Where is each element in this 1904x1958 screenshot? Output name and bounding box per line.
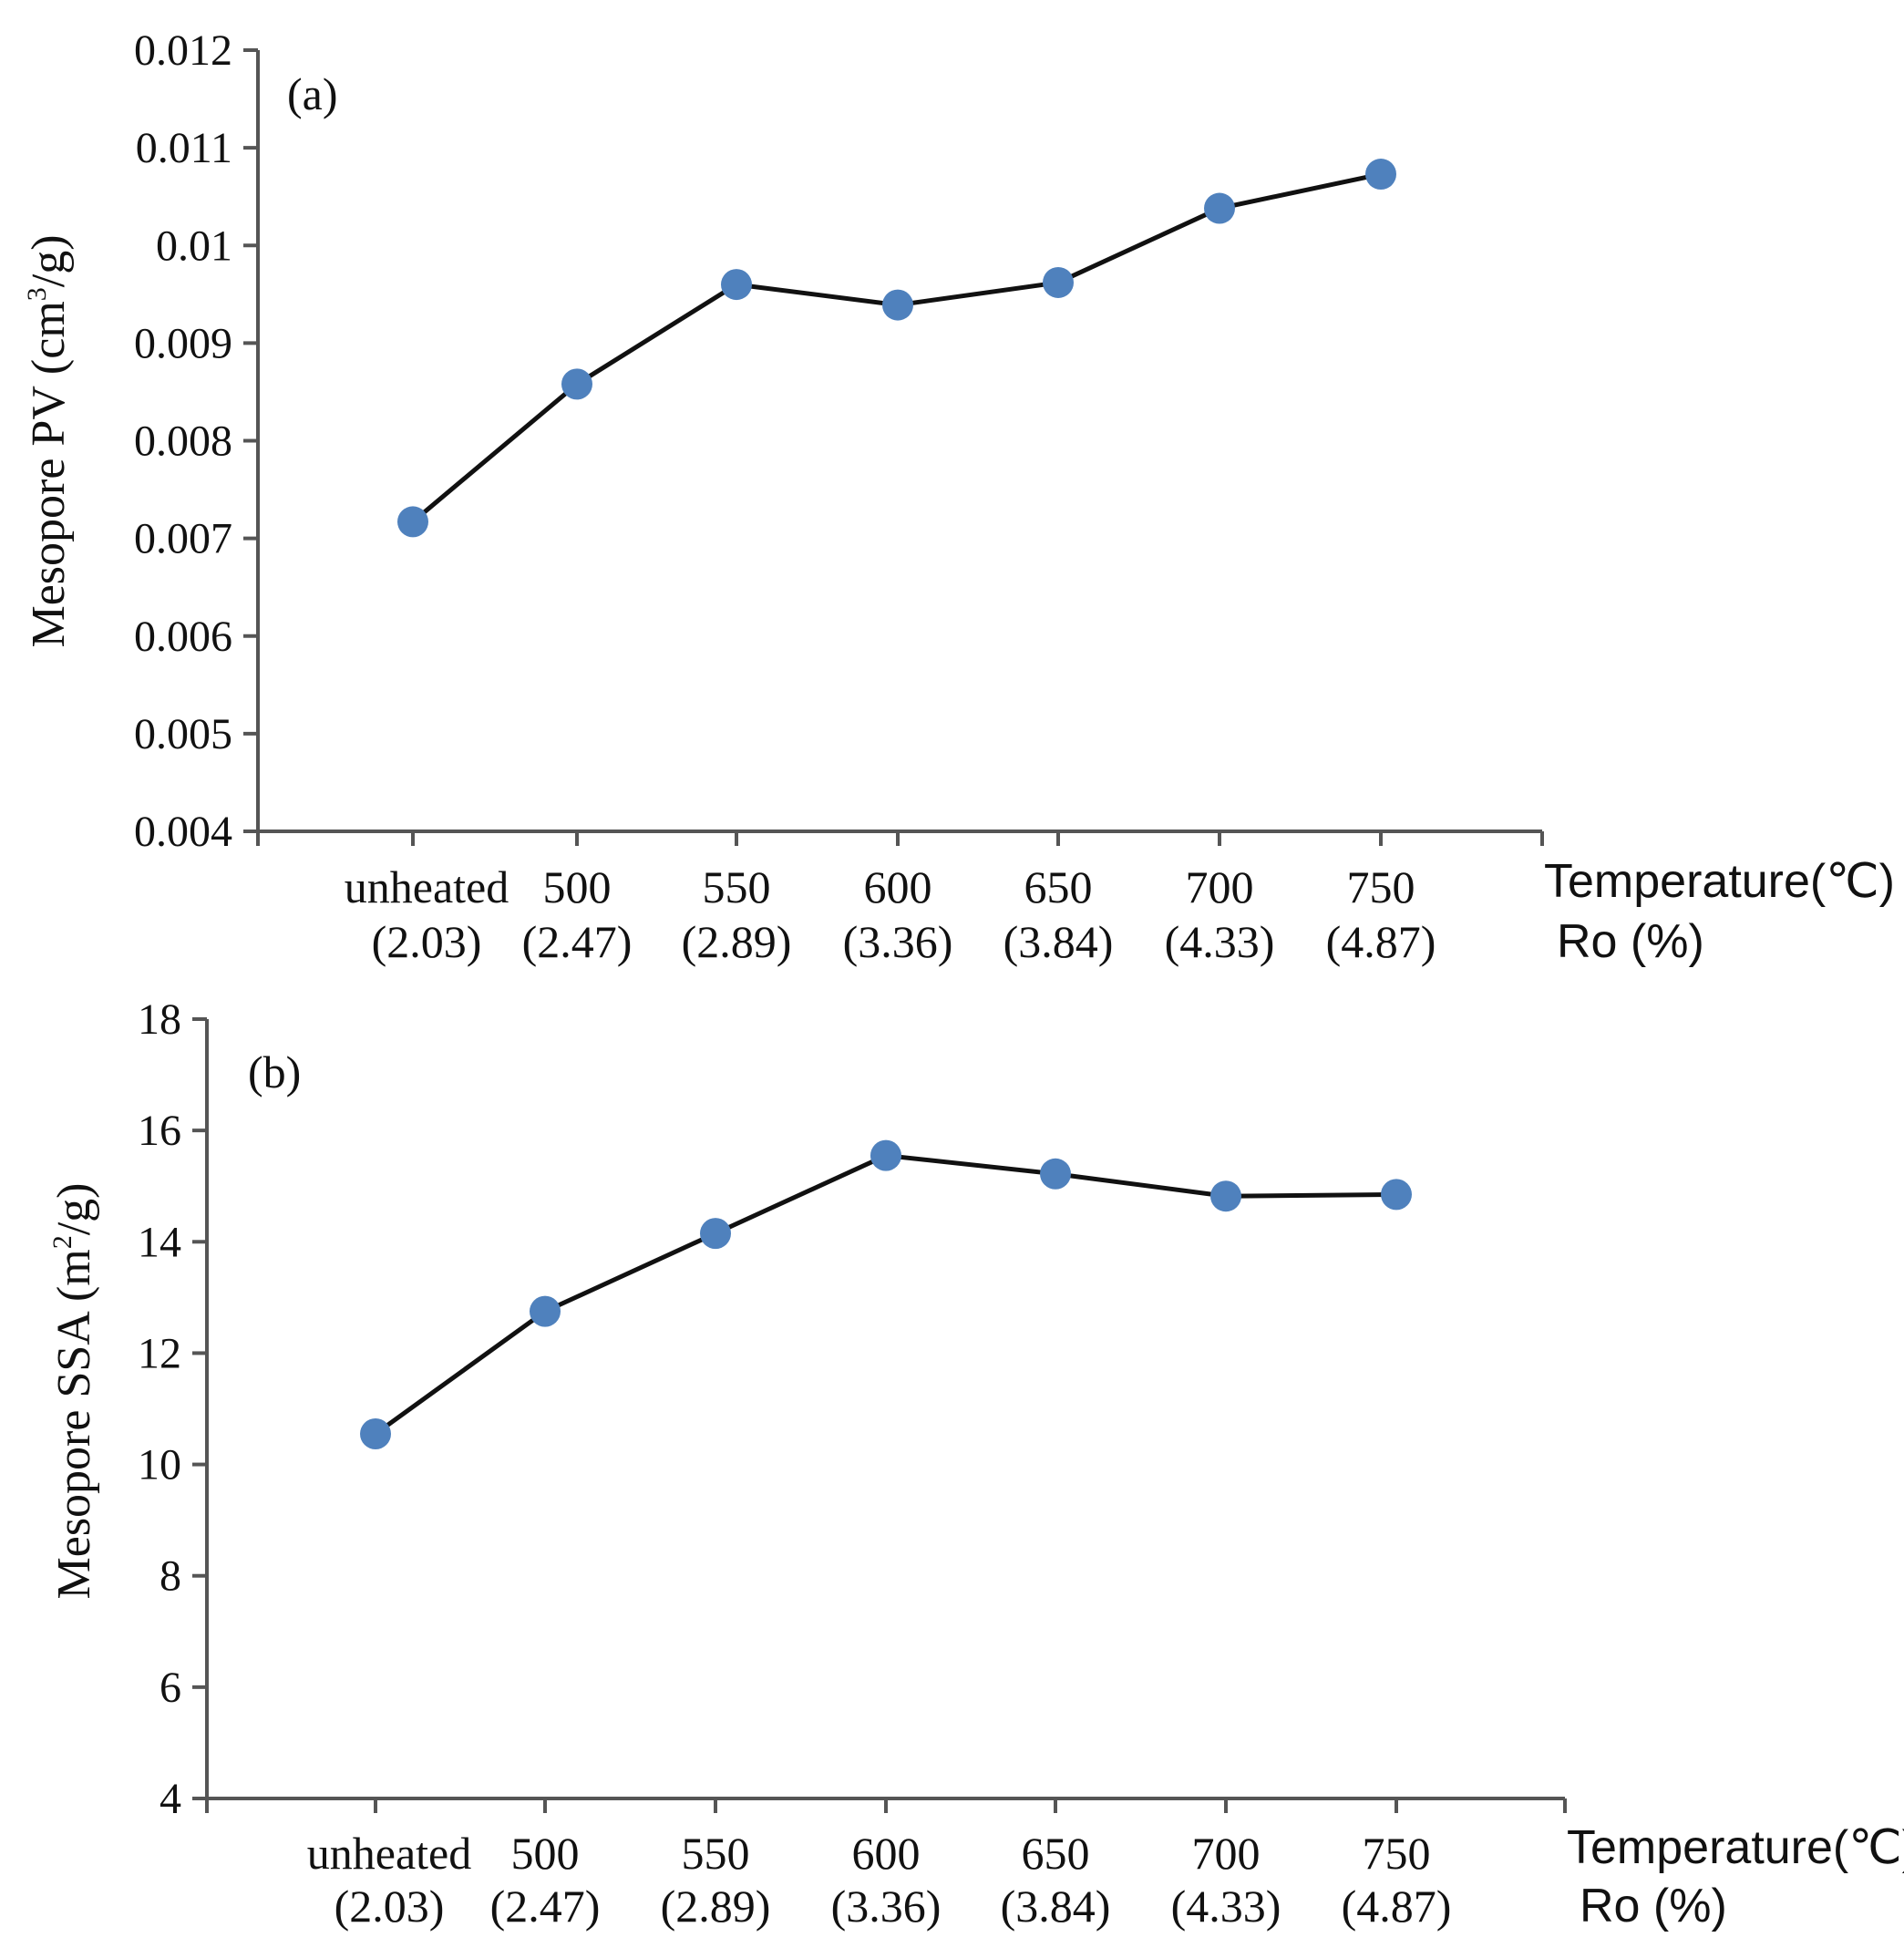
y-tick-label: 0.011 [136, 124, 232, 172]
x-tick-label: unheated [307, 1828, 471, 1879]
panel-label: (a) [287, 68, 338, 119]
data-point [561, 368, 592, 400]
y-tick-label: 0.01 [156, 222, 232, 270]
x-tick-label: 750 [1363, 1828, 1431, 1879]
y-tick-label: 10 [138, 1441, 181, 1489]
x2-axis-title: Ro (%) [1557, 915, 1704, 968]
x-tick-label: 500 [511, 1828, 580, 1879]
y-tick-label: 12 [138, 1329, 181, 1377]
data-point [1210, 1180, 1241, 1212]
data-point [1043, 266, 1074, 298]
data-point [721, 269, 752, 301]
data-point [1365, 159, 1396, 191]
data-point [397, 506, 428, 538]
ro-tick-label: (3.84) [1003, 916, 1114, 967]
y-tick-label: 0.005 [134, 710, 232, 758]
x-tick-label: 500 [543, 861, 612, 912]
y-axis-title-end: /g) [48, 1182, 100, 1235]
chart-panel-a: 0.004 0.005 0.006 0.007 0.008 0.009 0.01 0.011 0… [22, 26, 1895, 968]
ro-tick-label: (2.03) [372, 916, 482, 967]
y-tick-label: 14 [138, 1218, 181, 1266]
ro-tick-label: (2.47) [522, 916, 633, 967]
series-line [374, 1153, 1397, 1437]
ro-tick-label: (4.87) [1326, 916, 1436, 967]
series-line [411, 171, 1382, 524]
y-axis-title-superscript: 2 [47, 1235, 77, 1249]
data-point [530, 1295, 561, 1327]
x-axis-title: Temperature(℃) [1567, 1821, 1904, 1874]
data-point [882, 289, 913, 321]
ro-tick-label: (3.36) [843, 916, 953, 967]
x-tick-label: 750 [1347, 861, 1415, 912]
y-tick-label: 0.004 [134, 808, 232, 856]
x-tick-label: 650 [1024, 861, 1093, 912]
data-point [700, 1218, 731, 1250]
x-tick-label: 550 [703, 861, 771, 912]
y-tick-label: 4 [160, 1775, 181, 1823]
x-axis-title: Temperature(℃) [1544, 855, 1895, 908]
data-point [360, 1417, 391, 1449]
ro-tick-label: (2.47) [490, 1881, 601, 1932]
ro-tick-label: (4.33) [1165, 916, 1275, 967]
data-point [1381, 1179, 1412, 1211]
y-axis-title: Mesopore PV (cm3/g) [22, 234, 75, 647]
x-tick-label: 650 [1022, 1828, 1090, 1879]
y-axis-title-end: /g) [23, 234, 75, 287]
y-axis-title-main: Mesopore SSA (m [48, 1249, 100, 1599]
x-tick-label: 550 [682, 1828, 750, 1879]
y-tick-label: 18 [138, 995, 181, 1044]
data-point [1040, 1158, 1071, 1190]
y-tick-label: 0.008 [134, 417, 232, 466]
y-axis-title-main: Mesopore PV (cm [23, 301, 75, 647]
ro-tick-label: (3.36) [831, 1881, 942, 1932]
y-tick-label: 8 [160, 1552, 181, 1601]
ro-tick-label: (2.89) [661, 1881, 771, 1932]
data-point [870, 1139, 901, 1171]
y-axis-title: Mesopore SSA (m2/g) [47, 1182, 100, 1599]
x-tick-label: 700 [1186, 861, 1254, 912]
ro-tick-label: (2.89) [682, 916, 792, 967]
y-tick-label: 0.006 [134, 613, 232, 661]
y-tick-label: 6 [160, 1664, 181, 1712]
ro-tick-label: (2.03) [334, 1881, 445, 1932]
x-tick-label: unheated [345, 861, 509, 912]
y-tick-label: 16 [138, 1107, 181, 1155]
ro-tick-label: (4.87) [1342, 1881, 1452, 1932]
ro-tick-label: (4.33) [1171, 1881, 1281, 1932]
x-tick-label: 600 [864, 861, 932, 912]
x-tick-label: 700 [1192, 1828, 1261, 1879]
y-tick-label: 0.012 [134, 26, 232, 75]
data-point [1204, 192, 1235, 224]
y-tick-label: 0.007 [134, 515, 232, 563]
y-tick-label: 0.009 [134, 319, 232, 367]
y-axis-title-superscript: 3 [22, 287, 52, 301]
chart-panel-b: 4681012141618unheated(2.03)500(2.47)550(… [47, 995, 1904, 1932]
x-tick-label: 600 [852, 1828, 921, 1879]
x2-axis-title: Ro (%) [1580, 1880, 1727, 1932]
ro-tick-label: (3.84) [1001, 1881, 1111, 1932]
panel-label: (b) [248, 1046, 301, 1098]
